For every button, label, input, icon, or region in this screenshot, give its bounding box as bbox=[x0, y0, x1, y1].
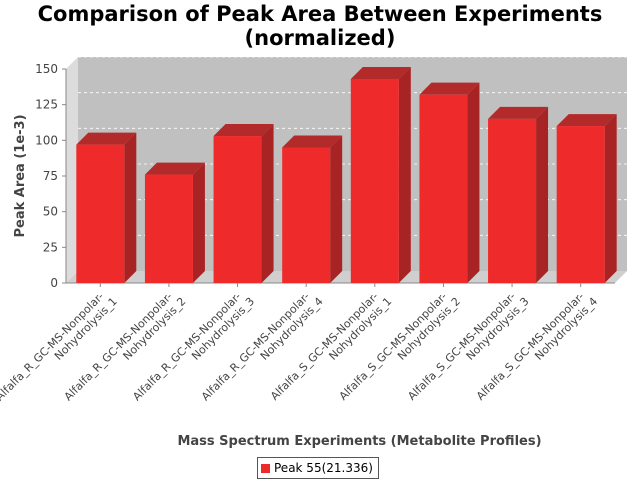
bar bbox=[350, 78, 399, 283]
floor bbox=[66, 271, 627, 283]
bar-side bbox=[467, 82, 480, 284]
x-tick-label: Alfalfa_R_GC-MS-Nonpolar-Nohydrolysis_3 bbox=[130, 286, 257, 413]
bar bbox=[76, 144, 125, 283]
chart-title-line-2: (normalized) bbox=[244, 26, 396, 50]
x-tick-label-line: Alfalfa_R_GC-MS-Nonpolar- bbox=[199, 290, 312, 403]
bar-group bbox=[556, 114, 617, 283]
bar-group bbox=[350, 66, 411, 283]
x-tick-label: Alfalfa_R_GC-MS-Nonpolar-Nohydrolysis_1 bbox=[0, 286, 120, 413]
y-tick-label: 75 bbox=[43, 169, 58, 183]
bar-group bbox=[144, 162, 205, 283]
bar bbox=[282, 147, 331, 283]
bar bbox=[488, 118, 537, 283]
legend: Peak 55(21.336) bbox=[257, 457, 379, 479]
x-tick-label: Alfalfa_S_GC-MS-Nonpolar-Nohydrolysis_2 bbox=[337, 286, 463, 412]
bar-group bbox=[213, 124, 274, 283]
bar-top bbox=[556, 114, 617, 127]
x-tick-label: Alfalfa_R_GC-MS-Nonpolar-Nohydrolysis_2 bbox=[62, 286, 189, 413]
bar-group bbox=[282, 135, 343, 283]
x-tick-label: Alfalfa_S_GC-MS-Nonpolar-Nohydrolysis_3 bbox=[405, 286, 531, 412]
bar-top bbox=[419, 82, 480, 95]
y-tick-label: 125 bbox=[35, 98, 58, 112]
bar-top bbox=[350, 66, 411, 79]
chart-title-line-1: Comparison of Peak Area Between Experime… bbox=[37, 2, 603, 26]
y-tick-label: 150 bbox=[35, 62, 58, 76]
bar bbox=[556, 126, 605, 283]
bar-group bbox=[76, 132, 137, 283]
x-axis-title: Mass Spectrum Experiments (Metabolite Pr… bbox=[177, 434, 541, 449]
bar-side bbox=[536, 106, 549, 283]
x-tick-label: Alfalfa_R_GC-MS-Nonpolar-Nohydrolysis_4 bbox=[199, 286, 326, 413]
chart-title: Comparison of Peak Area Between Experime… bbox=[0, 2, 640, 50]
bar-side bbox=[398, 66, 411, 283]
bar-top bbox=[282, 135, 343, 148]
legend-swatch bbox=[261, 463, 270, 473]
y-tick-label: 25 bbox=[43, 240, 58, 254]
legend-label: Peak 55(21.336) bbox=[274, 461, 373, 475]
bar-top bbox=[144, 162, 205, 175]
left-wall bbox=[66, 57, 78, 283]
bar-group bbox=[488, 106, 549, 283]
x-tick-label-line: Alfalfa_R_GC-MS-Nonpolar- bbox=[62, 290, 175, 403]
bar bbox=[144, 174, 193, 283]
y-tick-label: 50 bbox=[43, 205, 58, 219]
bar bbox=[213, 136, 262, 283]
bar-side bbox=[330, 135, 343, 283]
x-tick-label: Alfalfa_S_GC-MS-Nonpolar-Nohydrolysis_4 bbox=[474, 286, 600, 412]
bar bbox=[419, 94, 468, 284]
x-tick-label-line: Alfalfa_R_GC-MS-Nonpolar- bbox=[130, 290, 243, 403]
y-tick-label: 100 bbox=[35, 133, 58, 147]
bar-top bbox=[76, 132, 137, 145]
bar-top bbox=[213, 124, 274, 137]
bar-side bbox=[192, 162, 205, 283]
y-tick-label: 0 bbox=[50, 276, 58, 290]
bar-group bbox=[419, 82, 480, 284]
bar-side bbox=[261, 124, 274, 283]
x-tick-label-line: Alfalfa_R_GC-MS-Nonpolar- bbox=[0, 290, 106, 403]
x-tick-label: Alfalfa_S_GC-MS-Nonpolar-Nohydrolysis_1 bbox=[268, 286, 394, 412]
bar-top bbox=[488, 106, 549, 119]
bar-side bbox=[124, 132, 137, 283]
bar-side bbox=[604, 114, 617, 283]
y-axis-title: Peak Area (1e-3) bbox=[13, 114, 28, 237]
